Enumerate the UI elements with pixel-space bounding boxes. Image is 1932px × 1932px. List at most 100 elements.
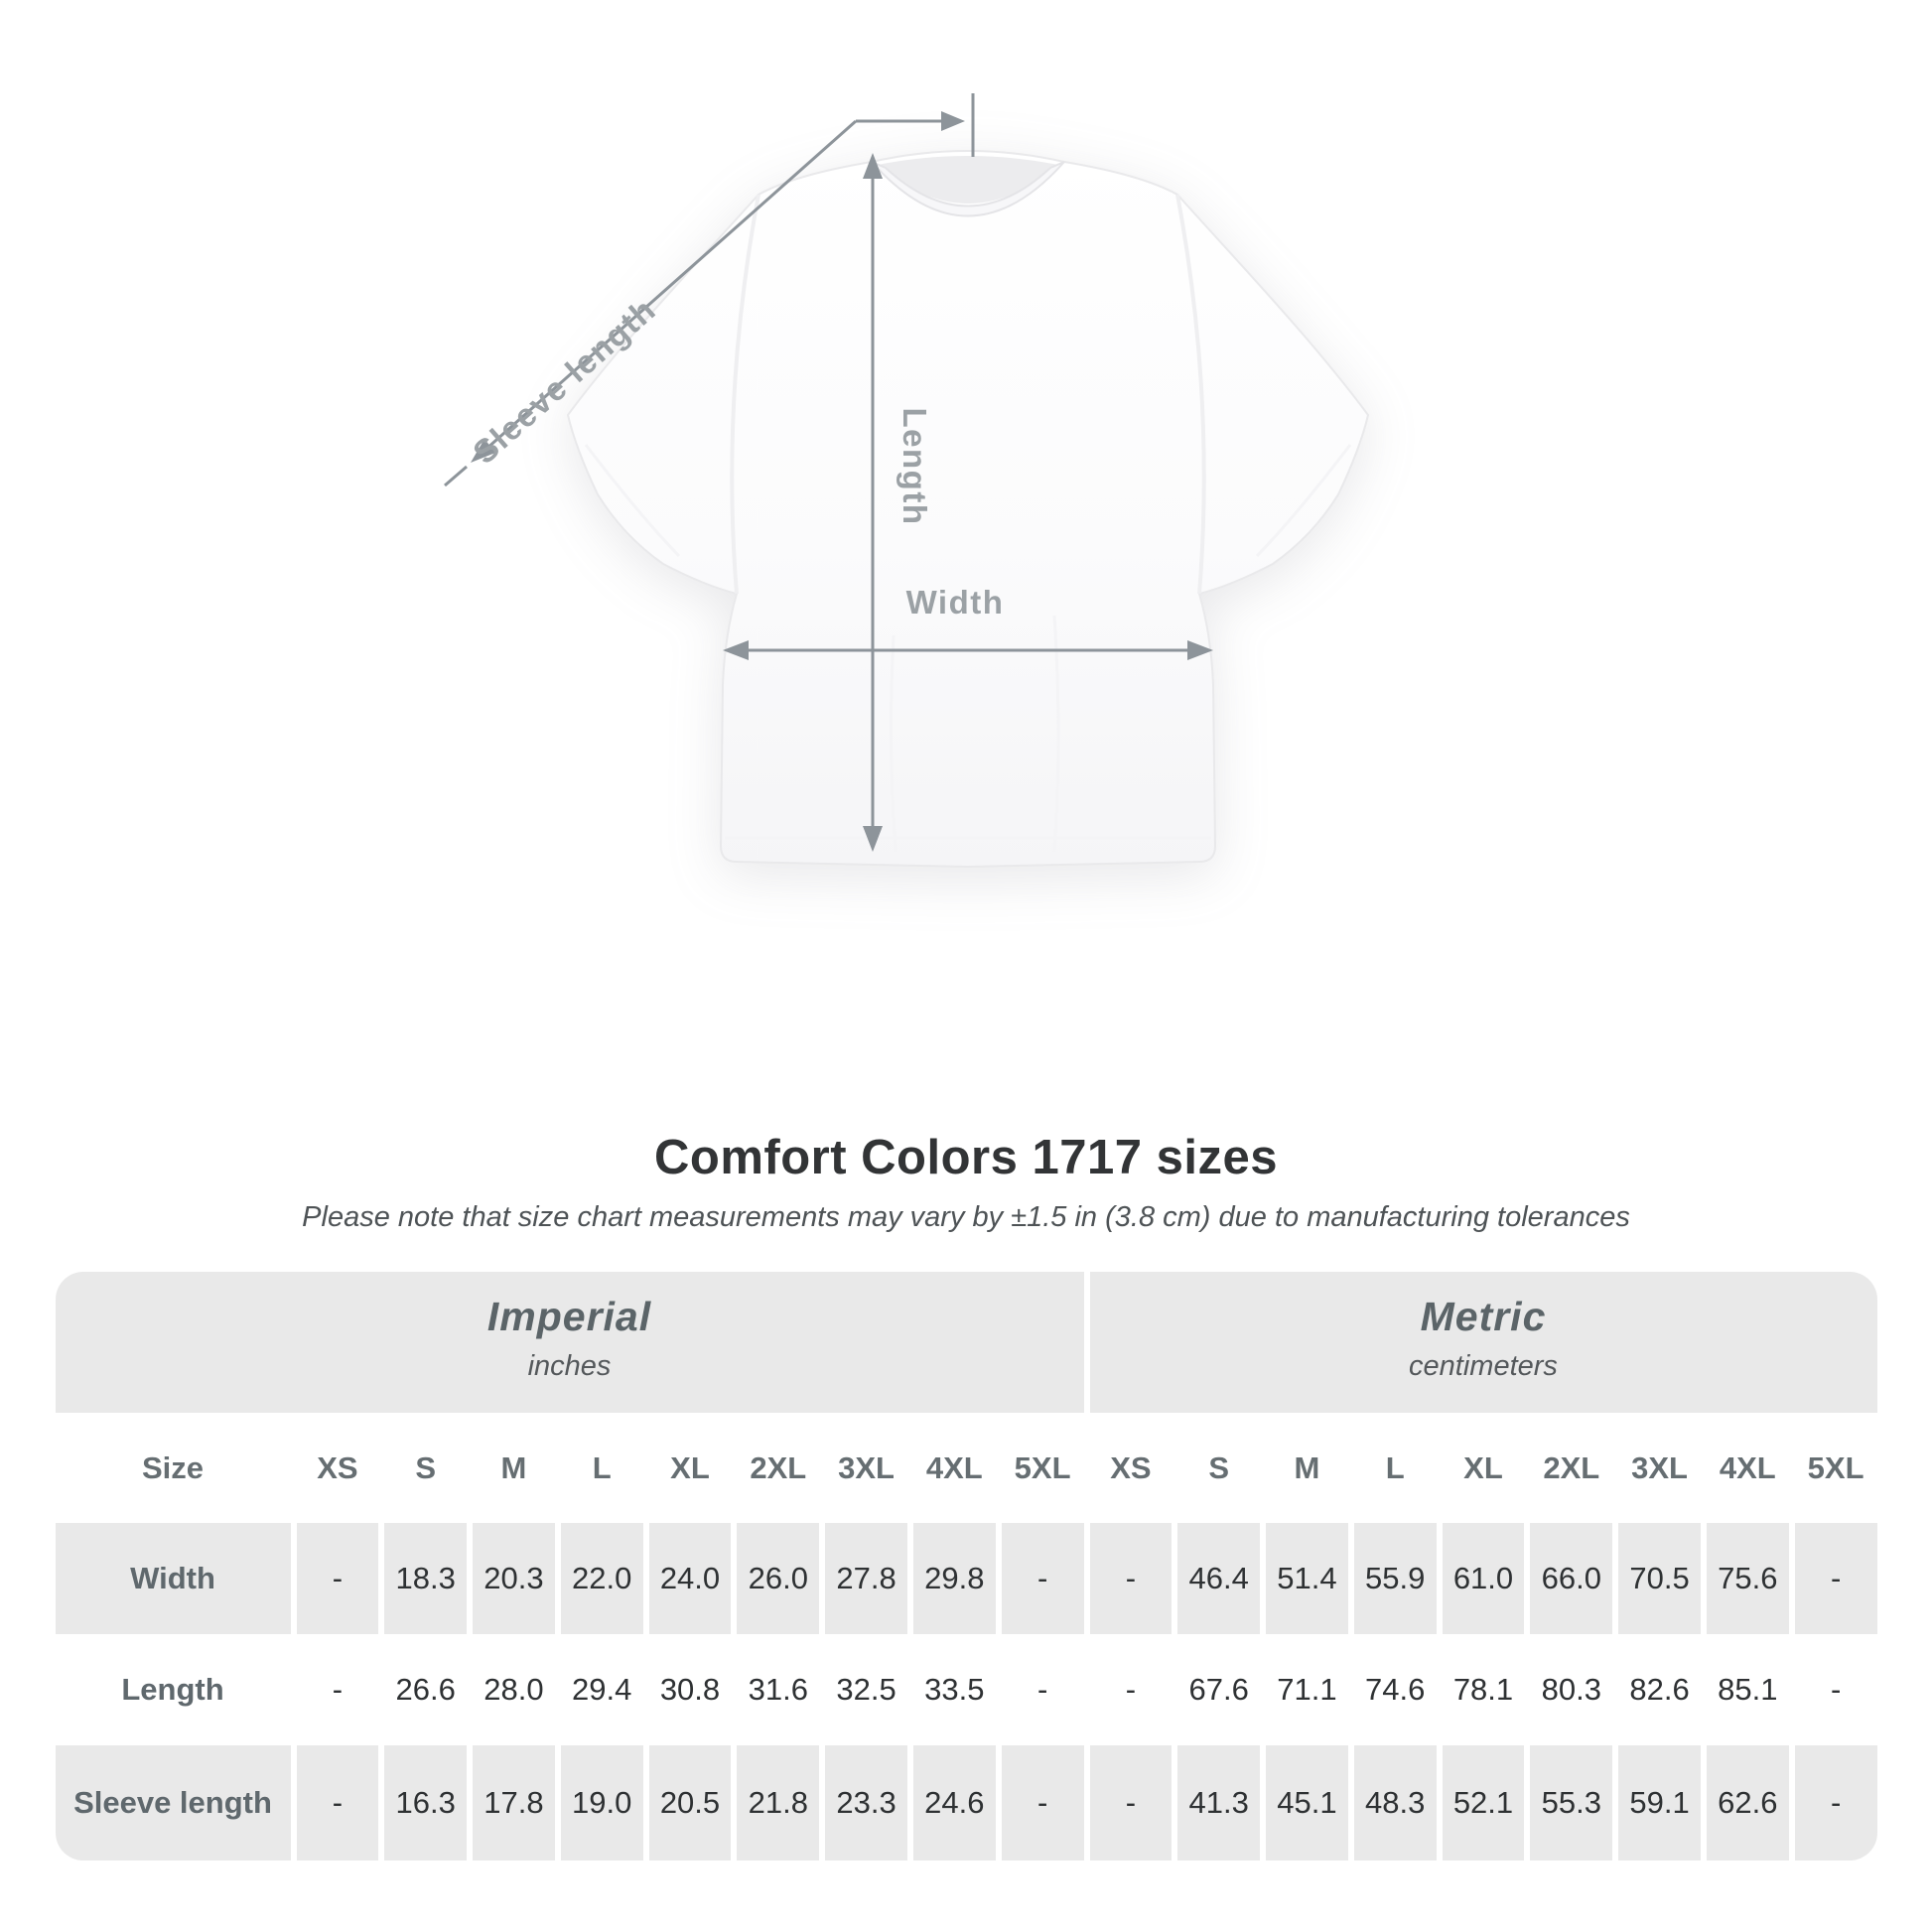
table-cell: - — [296, 1745, 379, 1861]
imperial-group-header: Imperial inches — [55, 1272, 1084, 1413]
size-header-imperial-s: S — [415, 1449, 436, 1485]
table-cell: - — [1089, 1745, 1173, 1861]
table-cell: 74.6 — [1365, 1672, 1426, 1707]
size-header-metric-s: S — [1208, 1449, 1229, 1485]
width-label: Width — [906, 584, 1005, 621]
table-cell: 55.9 — [1353, 1523, 1437, 1634]
size-column-header: Size — [141, 1449, 205, 1485]
table-cell: 23.3 — [825, 1745, 907, 1861]
table-cell: 26.0 — [737, 1523, 820, 1634]
tolerance-note: Please note that size chart measurements… — [302, 1201, 1630, 1233]
table-cell: 85.1 — [1718, 1672, 1778, 1707]
table-cell: - — [1001, 1523, 1084, 1634]
table-cell: 28.0 — [483, 1672, 544, 1707]
table-cell: 20.5 — [648, 1745, 732, 1861]
collar-band — [871, 161, 1065, 217]
row-label-width: Width — [55, 1523, 291, 1634]
table-cell: 24.6 — [912, 1745, 996, 1861]
table-cell: 52.1 — [1442, 1745, 1525, 1861]
left-cuff-seam — [584, 444, 681, 558]
size-header-metric-m: M — [1294, 1449, 1320, 1485]
metric-group-label: Metric — [1420, 1294, 1547, 1339]
table-cell: 70.5 — [1618, 1523, 1701, 1634]
table-cell: 48.3 — [1353, 1745, 1437, 1861]
table-cell: 31.6 — [748, 1672, 808, 1707]
size-header-imperial-xs: XS — [317, 1449, 358, 1485]
imperial-group-unit: inches — [527, 1350, 612, 1382]
table-cell: 80.3 — [1541, 1672, 1601, 1707]
table-cell: 21.8 — [737, 1745, 820, 1861]
collar-opening — [878, 156, 1058, 204]
table-cell: 29.8 — [912, 1523, 996, 1634]
size-header-imperial-xl: XL — [670, 1449, 710, 1485]
body-fold-left — [889, 634, 897, 853]
table-cell: - — [1794, 1745, 1877, 1861]
table-cell: 22.0 — [560, 1523, 643, 1634]
metric-group-unit: centimeters — [1409, 1350, 1558, 1382]
table-cell: 46.4 — [1177, 1523, 1261, 1634]
table-cell: 27.8 — [825, 1523, 907, 1634]
size-header-metric-xl: XL — [1463, 1449, 1503, 1485]
table-cell: - — [1001, 1745, 1084, 1861]
tshirt-shape — [566, 150, 1370, 869]
size-header-metric-5xl: 5XL — [1807, 1449, 1864, 1485]
table-cell: 61.0 — [1442, 1523, 1525, 1634]
right-armhole-seam — [1175, 194, 1206, 595]
table-cell: 20.3 — [473, 1523, 555, 1634]
size-header-imperial-3xl: 3XL — [838, 1449, 895, 1485]
metric-group-header: Metric centimeters — [1089, 1272, 1877, 1413]
table-cell: - — [1036, 1672, 1048, 1707]
table-cell: 71.1 — [1277, 1672, 1337, 1707]
length-label: Length — [897, 408, 933, 526]
table-cell: 51.4 — [1266, 1523, 1348, 1634]
table-cell: 33.5 — [924, 1672, 985, 1707]
tshirt-measurement-diagram: Sleeve length Length Width — [444, 93, 1370, 869]
left-armhole-seam — [730, 194, 760, 595]
size-header-imperial-4xl: 4XL — [925, 1449, 983, 1485]
table-cell: 26.6 — [395, 1672, 456, 1707]
length-arrow: Length — [863, 153, 933, 852]
imperial-group-label: Imperial — [486, 1294, 652, 1339]
size-header-metric-xs: XS — [1110, 1449, 1152, 1485]
size-header-metric-4xl: 4XL — [1719, 1449, 1776, 1485]
table-cell: 82.6 — [1629, 1672, 1690, 1707]
table-cell: 30.8 — [659, 1672, 721, 1707]
table-cell: - — [1089, 1523, 1173, 1634]
table-cell: 17.8 — [473, 1745, 555, 1861]
table-cell: 59.1 — [1618, 1745, 1701, 1861]
table-cell: 16.3 — [384, 1745, 468, 1861]
table-cell: - — [332, 1672, 344, 1707]
table-cell: 66.0 — [1530, 1523, 1613, 1634]
table-cell: 24.0 — [648, 1523, 732, 1634]
table-cell: 45.1 — [1266, 1745, 1348, 1861]
row-label-sleeve-length: Sleeve length — [55, 1745, 291, 1861]
table-cell: - — [1794, 1523, 1877, 1634]
table-cell: 67.6 — [1188, 1672, 1249, 1707]
table-cell: 29.4 — [572, 1672, 632, 1707]
size-header-imperial-2xl: 2XL — [750, 1449, 807, 1485]
table-cell: 32.5 — [836, 1672, 897, 1707]
table-cell: 19.0 — [560, 1745, 643, 1861]
size-header-imperial-l: L — [592, 1449, 612, 1485]
size-header-metric-l: L — [1385, 1449, 1405, 1485]
table-cell: 18.3 — [384, 1523, 468, 1634]
width-arrow: Width — [723, 584, 1213, 660]
table-cell: 55.3 — [1530, 1745, 1613, 1861]
table-cell: 78.1 — [1452, 1672, 1514, 1707]
table-cell: - — [1830, 1672, 1842, 1707]
size-header-metric-2xl: 2XL — [1543, 1449, 1600, 1485]
right-cuff-seam — [1255, 444, 1352, 558]
size-header-metric-3xl: 3XL — [1631, 1449, 1688, 1485]
row-label-length: Length — [121, 1672, 224, 1707]
tshirt-graphic: Sleeve length Length Width — [444, 93, 1370, 869]
table-cell: 62.6 — [1706, 1745, 1789, 1861]
page-title: Comfort Colors 1717 sizes — [654, 1131, 1278, 1184]
size-header-imperial-m: M — [500, 1449, 527, 1485]
table-cell: 75.6 — [1706, 1523, 1789, 1634]
table-cell: 41.3 — [1177, 1745, 1261, 1861]
size-table: Imperial inches Metric centimeters Size … — [55, 1272, 1877, 1861]
table-cell: - — [1125, 1672, 1137, 1707]
table-cell: - — [296, 1523, 379, 1634]
body-fold-right — [1052, 615, 1060, 853]
